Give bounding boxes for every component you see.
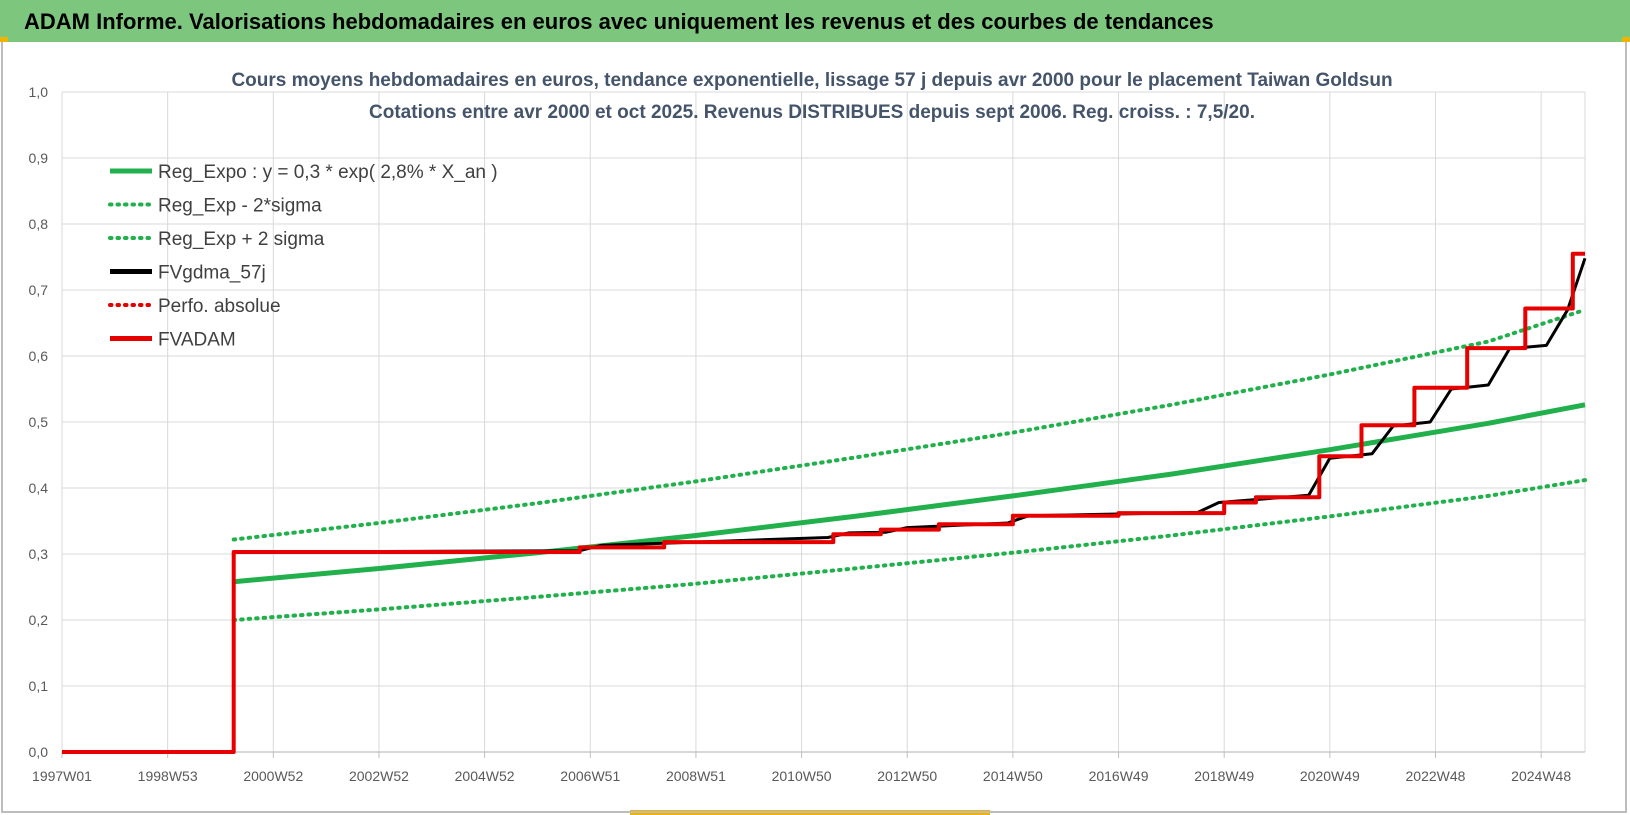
y-tick-label: 0,8 bbox=[29, 216, 49, 232]
report-title: ADAM Informe. Valorisations hebdomadaire… bbox=[24, 9, 1214, 34]
series-reg-expo-y-0-3-exp-2-8-x-an-line bbox=[233, 402, 1586, 585]
header-corner-mark-left bbox=[0, 37, 8, 42]
axes: 0,0 0,1 0,2 0,3 0,4 0,5 0,6 0,7 0,8 0,9 1,0 1997W01… bbox=[29, 84, 1585, 784]
y-tick-label: 0,9 bbox=[29, 150, 49, 166]
report-header: ADAM Informe. Valorisations hebdomadaire… bbox=[0, 0, 1630, 42]
x-tick-label: 2004W52 bbox=[455, 768, 515, 784]
legend-entry-label: Reg_Expo : y = 0,3 * exp( 2,8% * X_an ) bbox=[158, 162, 498, 183]
y-tick-label: 0,1 bbox=[29, 678, 49, 694]
y-tick-label: 0,5 bbox=[29, 414, 49, 430]
x-tick-label: 1997W01 bbox=[32, 768, 92, 784]
y-tick-label: 0,7 bbox=[29, 282, 49, 298]
legend-entry-label: Perfo. absolue bbox=[158, 296, 281, 317]
x-tick-label: 2006W51 bbox=[560, 768, 620, 784]
x-tick-label: 2014W50 bbox=[983, 768, 1043, 784]
y-tick-label: 1,0 bbox=[29, 84, 49, 100]
grid-lines bbox=[61, 91, 1586, 752]
x-tick-label: 2016W49 bbox=[1089, 768, 1149, 784]
x-tick-label: 2012W50 bbox=[877, 768, 937, 784]
x-tick-label: 2008W51 bbox=[666, 768, 726, 784]
series-reg-exp-2-sigma-line bbox=[231, 307, 1587, 542]
x-tick-label: 2010W50 bbox=[772, 768, 832, 784]
series-reg-exp-2-sigma-line bbox=[231, 478, 1587, 622]
y-tick-label: 0,2 bbox=[29, 612, 49, 628]
x-tick-label: 2002W52 bbox=[349, 768, 409, 784]
x-tick-label: 1998W53 bbox=[138, 768, 198, 784]
header-corner-mark-right bbox=[1622, 37, 1630, 42]
y-tick-label: 0,4 bbox=[29, 480, 49, 496]
chart-subtitle: Cotations entre avr 2000 et oct 2025. Re… bbox=[369, 102, 1255, 123]
x-tick-label: 2024W48 bbox=[1511, 768, 1571, 784]
x-tick-label: 2018W49 bbox=[1194, 768, 1254, 784]
series-fvadam-line bbox=[62, 251, 1585, 754]
chart-title: Cours moyens hebdomadaires en euros, ten… bbox=[231, 70, 1392, 91]
data-series bbox=[62, 251, 1587, 754]
y-tick-label: 0,0 bbox=[29, 744, 49, 760]
legend-entry-label: FVADAM bbox=[158, 330, 236, 351]
x-tick-label: 2020W49 bbox=[1300, 768, 1360, 784]
x-tick-label: 2000W52 bbox=[243, 768, 303, 784]
chart-frame bbox=[1, 42, 1627, 813]
y-tick-label: 0,6 bbox=[29, 348, 49, 364]
x-tick-label: 2022W48 bbox=[1406, 768, 1466, 784]
legend: Reg_Expo : y = 0,3 * exp( 2,8% * X_an ) R… bbox=[108, 162, 498, 351]
y-tick-label: 0,3 bbox=[29, 546, 49, 562]
legend-entry-label: Reg_Exp - 2*sigma bbox=[158, 196, 322, 217]
legend-entry-label: Reg_Exp + 2 sigma bbox=[158, 229, 325, 250]
legend-entry-label: FVgdma_57j bbox=[158, 263, 266, 284]
